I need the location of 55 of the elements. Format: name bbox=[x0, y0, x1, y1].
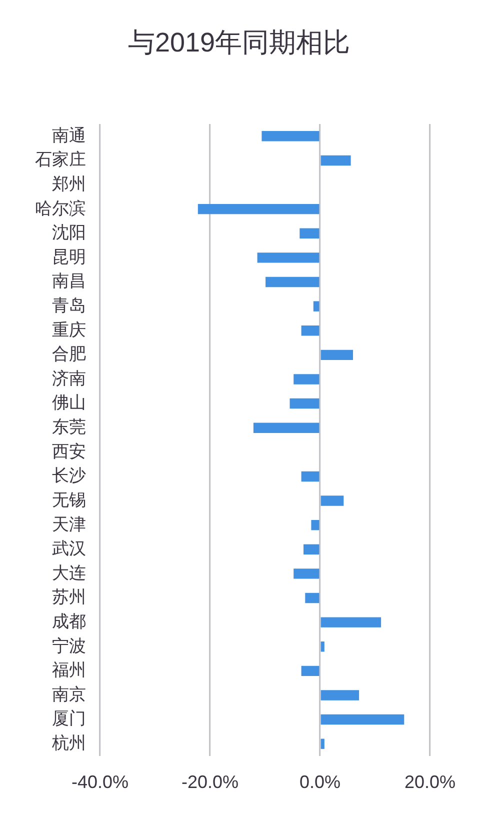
y-tick-label: 沈阳 bbox=[52, 223, 86, 242]
bar bbox=[300, 228, 320, 238]
bar bbox=[320, 714, 404, 725]
bar bbox=[305, 592, 320, 604]
x-tick-label: 20.0% bbox=[404, 772, 456, 792]
y-tick-label: 苏州 bbox=[52, 588, 86, 607]
bar bbox=[290, 398, 320, 409]
y-tick-label: 哈尔滨 bbox=[35, 198, 86, 218]
y-tick-label: 南京 bbox=[52, 684, 86, 704]
bar bbox=[301, 326, 320, 336]
y-tick-label: 长沙 bbox=[52, 466, 86, 486]
y-tick-label: 青岛 bbox=[52, 296, 86, 315]
y-tick-label: 成都 bbox=[52, 612, 86, 631]
y-tick-label: 郑州 bbox=[52, 174, 86, 194]
chart-title: 与2019年同期相比 bbox=[128, 27, 350, 58]
y-tick-label: 重庆 bbox=[52, 320, 86, 340]
bar bbox=[294, 568, 320, 579]
bar bbox=[320, 690, 360, 700]
y-tick-label: 宁波 bbox=[52, 636, 86, 656]
y-tick-label: 福州 bbox=[52, 660, 86, 680]
bar bbox=[257, 252, 320, 263]
y-tick-label: 南昌 bbox=[52, 272, 86, 291]
y-tick-label: 合肥 bbox=[52, 344, 86, 364]
y-tick-label: 南通 bbox=[52, 126, 86, 145]
bar bbox=[253, 422, 320, 433]
y-tick-label: 西安 bbox=[52, 442, 86, 461]
bar bbox=[262, 131, 320, 142]
x-tick-label: 0.0% bbox=[299, 772, 341, 792]
y-tick-label: 昆明 bbox=[52, 247, 86, 266]
bar bbox=[313, 301, 320, 312]
y-tick-label: 天津 bbox=[52, 514, 86, 534]
y-tick-label: 佛山 bbox=[52, 393, 86, 412]
y-tick-label: 武汉 bbox=[52, 539, 86, 558]
x-tick-label: -40.0% bbox=[71, 772, 129, 792]
bar bbox=[294, 374, 320, 384]
bar bbox=[266, 276, 320, 288]
bar bbox=[311, 520, 320, 530]
bar bbox=[304, 544, 320, 554]
y-tick-label: 厦门 bbox=[52, 709, 86, 728]
y-tick-label: 大连 bbox=[52, 563, 86, 582]
y-tick-label: 无锡 bbox=[52, 490, 86, 510]
bar bbox=[198, 204, 320, 214]
bar bbox=[301, 666, 320, 676]
bar bbox=[320, 155, 351, 166]
bar bbox=[320, 642, 324, 652]
y-tick-label: 杭州 bbox=[51, 734, 86, 753]
bar bbox=[301, 471, 320, 482]
y-tick-label: 济南 bbox=[52, 368, 86, 388]
bar bbox=[320, 496, 344, 506]
bar bbox=[320, 617, 382, 628]
y-tick-label: 石家庄 bbox=[35, 150, 86, 170]
x-tick-label: -20.0% bbox=[181, 772, 239, 792]
y-tick-label: 东莞 bbox=[52, 418, 86, 437]
bar bbox=[320, 738, 324, 749]
bar bbox=[320, 350, 353, 360]
